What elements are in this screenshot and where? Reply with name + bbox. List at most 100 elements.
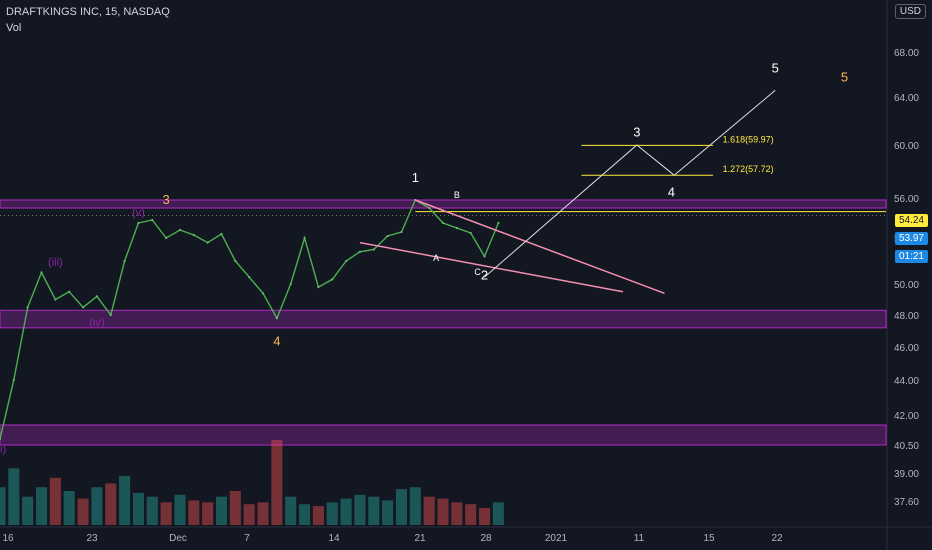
volume-bar (0, 487, 6, 525)
support-resistance-zone (0, 424, 887, 446)
wave-label: 4 (668, 185, 675, 200)
price-point (455, 226, 458, 230)
price-point (54, 298, 57, 301)
x-tick-label: Dec (169, 533, 187, 544)
price-point (68, 290, 71, 293)
price-point (344, 259, 348, 263)
volume-bar (174, 494, 186, 525)
x-tick-label: 15 (703, 533, 715, 544)
volume-bar (22, 496, 34, 525)
support-resistance-zone (0, 199, 887, 209)
wave-label: 4 (273, 333, 280, 348)
price-point (248, 276, 251, 279)
price-point (192, 233, 195, 237)
price-label-current: 53.97 (894, 232, 928, 245)
volume-bar (423, 496, 435, 525)
volume-bar (91, 487, 103, 525)
price-point (165, 236, 168, 240)
price-point (95, 295, 99, 298)
price-point (234, 259, 237, 263)
fib-level-label: 1.272(57.72) (723, 164, 774, 174)
price-point (372, 248, 375, 251)
volume-bar (340, 498, 352, 525)
y-tick-label: 42.00 (894, 411, 919, 422)
volume-bar (49, 477, 61, 525)
volume-bar (119, 475, 131, 525)
volume-indicator-label[interactable]: Vol (6, 22, 22, 34)
y-tick-label: 48.00 (894, 311, 919, 322)
volume-bar (465, 504, 477, 525)
volume-bar (229, 491, 241, 525)
price-point (12, 378, 15, 382)
volume-bar (188, 500, 200, 525)
volume-bar (202, 502, 214, 525)
price-point (497, 221, 500, 225)
currency-badge[interactable]: USD (894, 4, 926, 19)
volume-bar (312, 506, 324, 525)
price-point (0, 437, 2, 441)
fib-level-label: 1.618(59.97) (723, 134, 774, 144)
volume-bar (271, 440, 283, 525)
price-point (441, 221, 445, 225)
volume-bar (285, 496, 297, 525)
price-point (289, 282, 292, 286)
y-tick-label: 39.00 (894, 469, 919, 480)
price-point (137, 221, 140, 225)
price-point (317, 286, 320, 289)
y-tick-label: 64.00 (894, 93, 919, 104)
y-tick-label: 56.00 (894, 194, 919, 205)
price-point (261, 292, 265, 295)
wave-label: C (474, 267, 481, 277)
price-point (386, 234, 389, 238)
countdown-label: 01:21 (894, 250, 928, 263)
y-tick-label: 50.00 (894, 280, 919, 291)
volume-bar (437, 498, 449, 525)
wave-label: (v) (132, 207, 145, 219)
y-tick-label: 68.00 (894, 48, 919, 59)
volume-bar (63, 491, 75, 525)
price-point (469, 231, 472, 235)
volume-bar (215, 496, 228, 525)
price-point (428, 206, 431, 210)
price-point (40, 271, 43, 274)
volume-bar (409, 487, 421, 525)
x-tick-label: 14 (328, 533, 340, 544)
price-point (220, 232, 223, 236)
wave-label: 2 (481, 267, 488, 282)
support-resistance-zone (0, 309, 887, 329)
volume-bar (160, 502, 172, 525)
price-point (26, 306, 29, 309)
volume-bar (382, 500, 394, 525)
wave-label: 5 (772, 60, 779, 75)
volume-bar (395, 489, 408, 525)
volume-bar (243, 504, 255, 525)
price-point (303, 236, 306, 240)
volume-bar (105, 483, 117, 525)
volume-bar (77, 498, 89, 525)
volume-bar (146, 496, 158, 525)
wave-label: 5 (841, 69, 848, 84)
volume-bar (8, 468, 20, 525)
volume-bar (354, 494, 366, 525)
price-point (400, 230, 403, 234)
wave-label: 3 (163, 192, 170, 207)
x-tick-label: 21 (414, 533, 426, 544)
wave-label: (iii) (48, 257, 63, 269)
price-point (483, 255, 486, 258)
price-point (123, 259, 126, 263)
x-tick-label: 23 (86, 533, 98, 544)
volume-bar (132, 492, 144, 525)
wave-label: 1 (412, 170, 419, 185)
wave-label: (ii) (0, 443, 6, 455)
y-tick-label: 60.00 (894, 141, 919, 152)
price-point (331, 278, 334, 281)
volume-bar (299, 504, 311, 525)
y-tick-label: 46.00 (894, 343, 919, 354)
wave-label: 3 (633, 125, 640, 140)
volume-bar (451, 502, 463, 525)
volume-bar (492, 502, 504, 525)
y-tick-label: 40.50 (894, 441, 919, 452)
price-label-yellow: 54.24 (894, 214, 928, 227)
price-point (275, 317, 278, 320)
